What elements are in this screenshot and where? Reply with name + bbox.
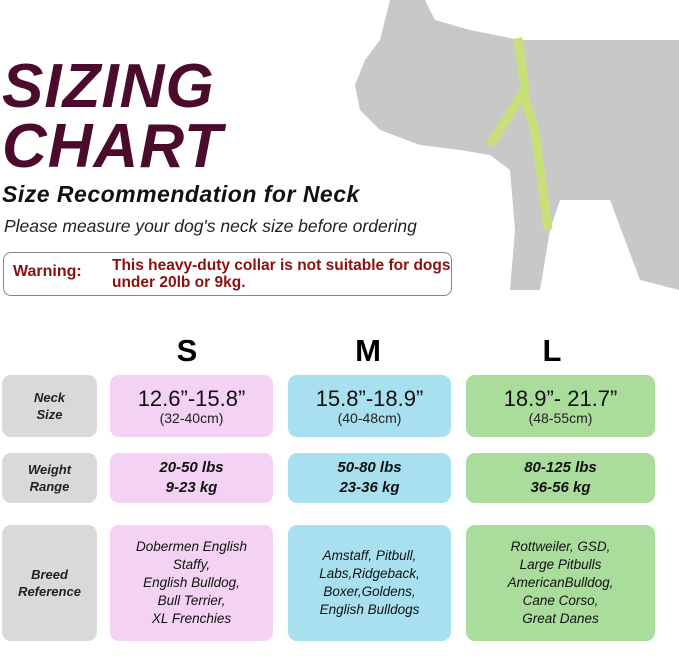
- weight-kg: 9-23 kg: [165, 479, 218, 496]
- neck-cm: (32-40cm): [159, 409, 224, 426]
- breed-list: Dobermen English Staffy, English Bulldog…: [135, 539, 248, 626]
- collar-icon: [486, 37, 553, 231]
- warning-label: Warning:: [13, 263, 82, 280]
- breeds-s: Dobermen English Staffy, English Bulldog…: [110, 525, 273, 641]
- weight-kg: 36-56 kg: [530, 479, 591, 496]
- breed-list: Rottweiler, GSD, Large Pitbulls American…: [507, 539, 614, 626]
- instruction: Please measure your dog's neck size befo…: [4, 216, 417, 236]
- breeds-l: Rottweiler, GSD, Large Pitbulls American…: [466, 525, 655, 641]
- label-text: Neck Size: [33, 390, 66, 422]
- label-text: Weight Range: [27, 462, 72, 494]
- breed-list: Amstaff, Pitbull, Labs,Ridgeback, Boxer,…: [319, 548, 420, 617]
- weight-m: 50-80 lbs 23-36 kg: [288, 453, 451, 503]
- weight-lbs: 20-50 lbs: [159, 459, 224, 476]
- warning-box: Warning: This heavy-duty collar is not s…: [3, 252, 452, 296]
- neck-cm: (40-48cm): [337, 409, 402, 426]
- weight-kg: 23-36 kg: [339, 479, 400, 496]
- warning-message: This heavy-duty collar is not suitable f…: [112, 257, 451, 291]
- title-line1: SIZING: [2, 52, 215, 121]
- weight-s: 20-50 lbs 9-23 kg: [110, 453, 273, 503]
- neck-cm: (48-55cm): [528, 409, 593, 426]
- breeds-m: Amstaff, Pitbull, Labs,Ridgeback, Boxer,…: [288, 525, 451, 641]
- neck-l: 18.9”- 21.7” (48-55cm): [466, 375, 655, 437]
- size-header-s: S: [176, 333, 198, 368]
- row-label-neck: Neck Size: [2, 375, 97, 437]
- size-header-l: L: [542, 333, 562, 368]
- subtitle: Size Recommendation for Neck: [2, 181, 360, 207]
- title-line2: CHART: [2, 112, 223, 181]
- neck-m: 15.8”-18.9” (40-48cm): [288, 375, 451, 437]
- dog-illustration: [355, 0, 679, 290]
- size-header-m: M: [355, 333, 381, 368]
- neck-in: 18.9”- 21.7”: [503, 385, 618, 411]
- weight-lbs: 50-80 lbs: [337, 459, 402, 476]
- neck-in: 15.8”-18.9”: [315, 385, 424, 411]
- neck-s: 12.6”-15.8” (32-40cm): [110, 375, 273, 437]
- label-text: Breed Reference: [18, 567, 81, 599]
- weight-l: 80-125 lbs 36-56 kg: [466, 453, 655, 503]
- row-label-weight: Weight Range: [2, 453, 97, 503]
- neck-in: 12.6”-15.8”: [137, 385, 246, 411]
- row-label-breed: Breed Reference: [2, 525, 97, 641]
- weight-lbs: 80-125 lbs: [524, 459, 597, 476]
